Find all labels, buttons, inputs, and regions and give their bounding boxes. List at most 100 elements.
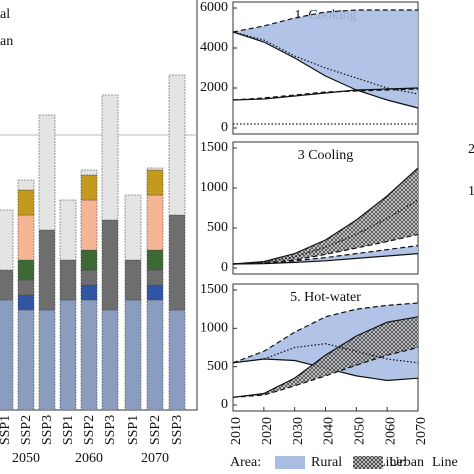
band-area bbox=[233, 303, 418, 381]
bar-segment bbox=[124, 259, 142, 301]
legend-label: Urban bbox=[389, 455, 424, 470]
y-tick-label: 4000 bbox=[200, 40, 228, 55]
bar-segment bbox=[17, 294, 35, 311]
x-tick-label: SSP3 bbox=[103, 415, 118, 445]
y-tick-label: 2000 bbox=[200, 80, 228, 95]
bar-segment bbox=[17, 214, 35, 261]
group-label: 2060 bbox=[75, 451, 103, 466]
bar-segment bbox=[17, 259, 35, 281]
x-tick-label: SSP2 bbox=[148, 415, 163, 445]
bar-segment bbox=[124, 299, 142, 411]
legend-label: an bbox=[0, 34, 13, 49]
group-label: 2070 bbox=[141, 451, 169, 466]
bar-segment bbox=[146, 269, 164, 286]
x-tick-label: SSP3 bbox=[170, 415, 185, 445]
y-tick-label: 1000 bbox=[200, 180, 228, 195]
band-upper-line bbox=[232, 316, 419, 398]
bar-segment bbox=[101, 309, 119, 411]
x-tick-label: SSP3 bbox=[40, 415, 55, 445]
bar-segment bbox=[17, 309, 35, 411]
bar-segment bbox=[80, 249, 98, 271]
legend-label: Rural bbox=[311, 455, 342, 470]
bar-segment bbox=[80, 169, 98, 176]
band-area bbox=[233, 316, 418, 398]
y-tick-label: 500 bbox=[207, 359, 228, 374]
y-tick-label: 1500 bbox=[200, 282, 228, 297]
band-lower-line bbox=[232, 253, 419, 265]
x-tick-label: 2010 bbox=[229, 417, 244, 445]
line bbox=[232, 88, 419, 101]
panel-title: 3 Cooling bbox=[298, 148, 354, 163]
bar-segment bbox=[80, 174, 98, 201]
bar-segment bbox=[17, 189, 35, 216]
bar-segment bbox=[0, 299, 14, 411]
legend-line-label: Line: bbox=[377, 455, 407, 470]
y-tick-label: 0 bbox=[221, 120, 228, 135]
band-lower-line bbox=[232, 233, 419, 265]
legend-swatch bbox=[353, 456, 383, 469]
y-tick-label: 500 bbox=[207, 220, 228, 235]
bar-segment bbox=[80, 269, 98, 286]
x-tick-label: SSP2 bbox=[82, 415, 97, 445]
x-tick-label: 2060 bbox=[383, 417, 398, 445]
y-tick-label: 0 bbox=[221, 397, 228, 412]
bar-segment bbox=[124, 194, 142, 261]
bar-segment bbox=[168, 214, 186, 311]
y-tick-label: 1000 bbox=[200, 321, 228, 336]
band-upper-line bbox=[232, 9, 418, 33]
panel-title: 5. Hot-water bbox=[290, 290, 361, 305]
bar-segment bbox=[80, 284, 98, 301]
bar-segment bbox=[0, 269, 14, 301]
bar-segment bbox=[38, 229, 56, 311]
line bbox=[232, 199, 419, 265]
band-area bbox=[233, 168, 418, 264]
bar-segment bbox=[38, 309, 56, 411]
legend-swatch bbox=[275, 456, 305, 469]
x-tick-label: SSP1 bbox=[61, 415, 76, 445]
bar-segment bbox=[80, 299, 98, 411]
bar-segment bbox=[146, 284, 164, 301]
bar-segment bbox=[17, 179, 35, 191]
bar-plot-frame bbox=[0, 0, 198, 411]
x-tick-label: 2070 bbox=[414, 417, 429, 445]
bar-segment bbox=[146, 249, 164, 271]
band-upper-line bbox=[232, 167, 419, 265]
bar-segment bbox=[146, 194, 164, 251]
bar-segment bbox=[38, 114, 56, 231]
bar-segment bbox=[146, 169, 164, 196]
band-lower-line bbox=[232, 346, 419, 398]
x-tick-label: 2050 bbox=[353, 417, 368, 445]
y-tick-label: 6000 bbox=[200, 0, 228, 15]
bar-segment bbox=[0, 209, 14, 271]
line bbox=[232, 87, 419, 101]
bar-segment bbox=[146, 299, 164, 411]
x-tick-label: 2020 bbox=[260, 417, 275, 445]
legend-label: al bbox=[0, 7, 10, 22]
x-tick-label: SSP1 bbox=[0, 415, 13, 445]
line bbox=[232, 31, 419, 95]
x-tick-label: 2040 bbox=[322, 417, 337, 445]
cut-text: 1 bbox=[468, 184, 474, 199]
x-tick-label: SSP1 bbox=[126, 415, 141, 445]
bar-segment bbox=[101, 219, 119, 311]
legend-area-label: Area: bbox=[230, 455, 261, 470]
line bbox=[232, 343, 419, 364]
group-label: 2050 bbox=[12, 451, 40, 466]
bar-segment bbox=[59, 259, 77, 301]
bar-segment bbox=[168, 74, 186, 216]
bar-segment bbox=[101, 94, 119, 221]
band-upper-line bbox=[232, 302, 419, 364]
bar-segment bbox=[80, 199, 98, 251]
bar-segment bbox=[168, 309, 186, 411]
y-tick-label: 0 bbox=[221, 260, 228, 275]
band-lower-line bbox=[232, 31, 419, 109]
cut-text: 2 bbox=[468, 142, 474, 157]
bar-segment bbox=[59, 199, 77, 261]
bar-segment bbox=[59, 299, 77, 411]
legend-line-cut: Line bbox=[432, 455, 458, 470]
band-upper-line bbox=[232, 245, 419, 265]
y-tick-label: 1500 bbox=[200, 140, 228, 155]
bar-segment bbox=[146, 167, 164, 171]
